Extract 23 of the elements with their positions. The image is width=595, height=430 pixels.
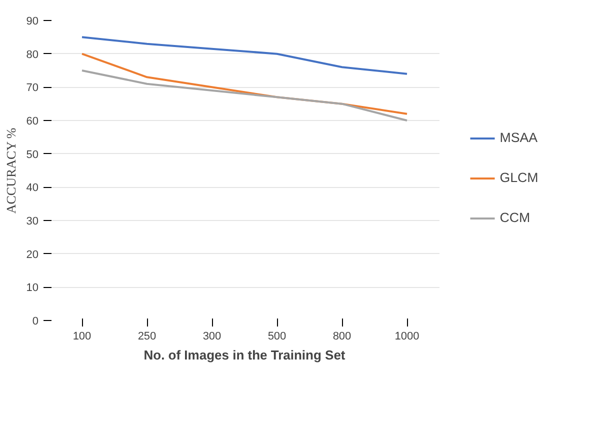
legend-label: MSAA [500, 130, 538, 145]
y-tick-label: 60 [26, 116, 39, 128]
legend-label: GLCM [500, 170, 538, 185]
x-tick-label: 1000 [394, 330, 420, 342]
y-tick-label: 40 [26, 182, 39, 194]
y-tick-label: 20 [26, 248, 39, 261]
y-tick-label: 30 [26, 216, 39, 228]
x-axis-title: No. of Images in the Training Set [144, 348, 346, 362]
y-tick-label: 80 [26, 48, 39, 61]
x-tick-label: 100 [72, 330, 92, 342]
y-tick-label: 10 [26, 282, 39, 294]
y-tick-label: 70 [26, 82, 39, 94]
line-series [81, 36, 408, 75]
x-tick-label: 300 [202, 330, 222, 342]
y-tick-label: 50 [26, 148, 39, 161]
y-tick-label: 90 [26, 16, 39, 28]
y-axis-title: ACCURACY % [3, 128, 18, 214]
x-tick-label: 500 [268, 330, 286, 342]
legend-label: CCM [500, 210, 530, 225]
line-series [81, 70, 408, 122]
x-tick-label: 800 [332, 330, 352, 342]
y-tick-label: 0 [32, 316, 39, 328]
x-tick-label: 250 [138, 330, 156, 342]
